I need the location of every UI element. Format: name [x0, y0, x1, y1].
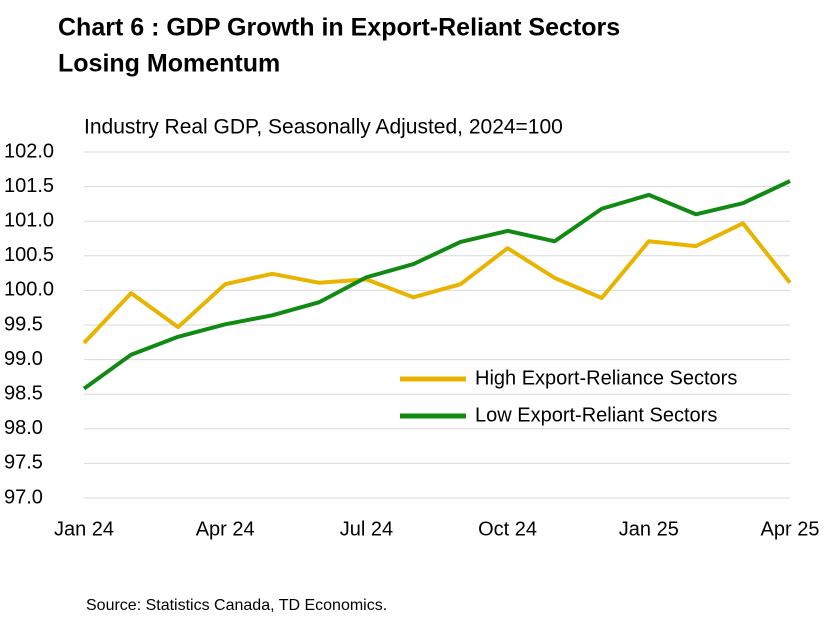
data-line — [82, 179, 791, 391]
y-tick-label: 102.0 — [4, 140, 54, 162]
y-tick-label: 98.5 — [4, 382, 43, 404]
x-tick-label: Jan 24 — [54, 518, 114, 540]
chart-subtitle: Industry Real GDP, Seasonally Adjusted, … — [84, 116, 563, 139]
y-tick-label: 99.5 — [4, 313, 43, 335]
legend-label: Low Export-Reliant Sectors — [475, 404, 717, 426]
y-tick-label: 101.5 — [4, 175, 54, 197]
x-tick-label: Apr 25 — [761, 518, 820, 540]
x-tick-label: Jan 25 — [619, 518, 679, 540]
y-tick-label: 98.0 — [4, 417, 43, 439]
data-line — [82, 221, 792, 345]
chart-title: Losing Momentum — [58, 50, 280, 78]
y-tick-label: 100.0 — [4, 279, 54, 301]
y-tick-label: 99.0 — [4, 348, 43, 370]
chart-title: Chart 6 : GDP Growth in Export-Reliant S… — [58, 14, 620, 42]
y-tick-label: 97.0 — [4, 486, 43, 508]
y-tick-label: 97.5 — [4, 452, 43, 474]
legend-label: High Export-Reliance Sectors — [475, 367, 737, 389]
x-tick-label: Oct 24 — [478, 518, 537, 540]
y-tick-label: 100.5 — [4, 244, 54, 266]
y-tick-label: 101.0 — [4, 209, 54, 231]
x-tick-label: Apr 24 — [196, 518, 255, 540]
x-tick-label: Jul 24 — [340, 518, 393, 540]
source-note: Source: Statistics Canada, TD Economics. — [86, 597, 387, 614]
